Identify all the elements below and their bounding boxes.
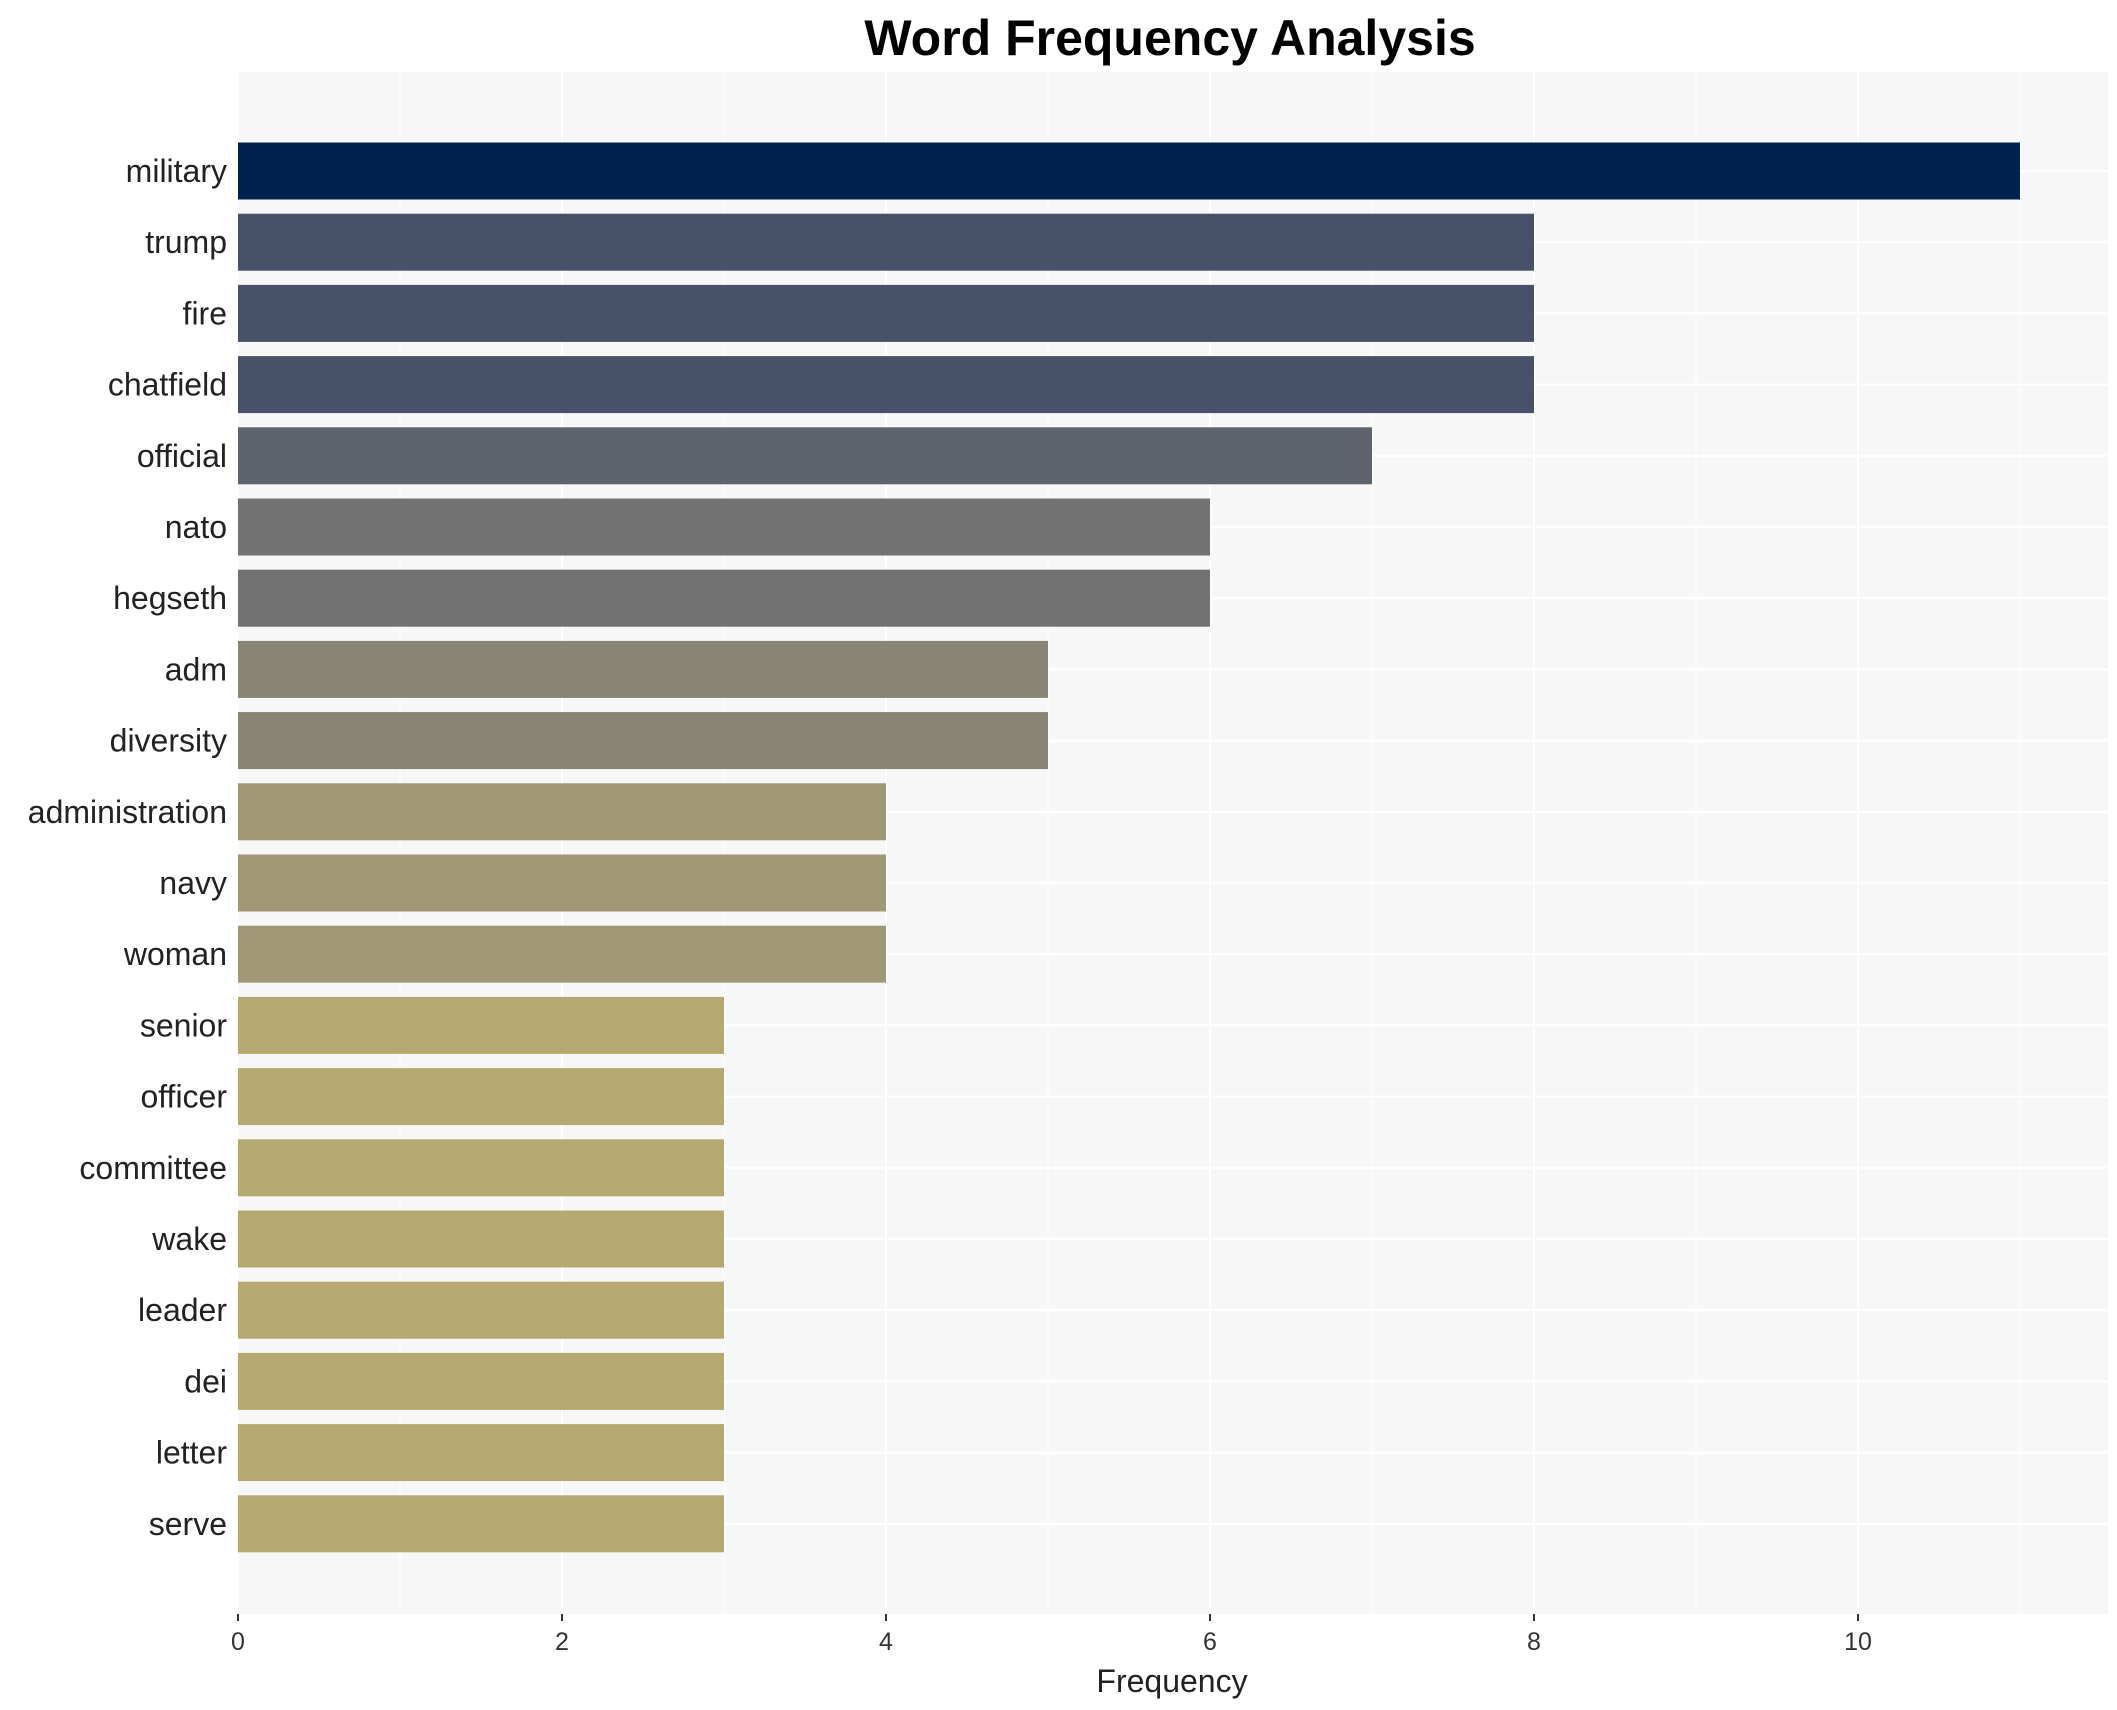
category-labels: military trump fire chatfield official nato he… [28,153,228,1542]
category-label-hegseth: hegseth [113,580,227,616]
x-axis-ticks: 0 2 4 6 8 10 [231,1614,1872,1656]
bar-trump [238,213,1534,271]
x-tick-label: 4 [879,1628,893,1656]
bar-fire [238,284,1534,342]
category-label-woman: woman [123,936,227,972]
bar-committee [238,1139,724,1197]
category-label-military: military [126,153,227,189]
category-label-leader: leader [138,1292,227,1328]
x-tick-label: 0 [231,1628,245,1656]
bar-serve [238,1495,724,1553]
bar-wake [238,1210,724,1268]
bar-diversity [238,712,1048,770]
bar-chatfield [238,356,1534,414]
chart-title: Word Frequency Analysis [864,10,1475,66]
bar-adm [238,640,1048,698]
category-label-committee: committee [79,1150,227,1186]
bar-administration [238,783,886,841]
bar-leader [238,1281,724,1339]
category-label-adm: adm [165,651,227,687]
x-tick-label: 6 [1203,1628,1217,1656]
category-label-dei: dei [184,1363,227,1399]
bar-military [238,142,2020,200]
category-label-wake: wake [151,1221,227,1257]
category-label-administration: administration [28,794,227,830]
x-axis-label: Frequency [1096,1663,1247,1699]
category-label-officer: officer [140,1079,227,1115]
category-label-fire: fire [183,295,227,331]
category-label-chatfield: chatfield [108,367,227,403]
x-tick-label: 2 [555,1628,569,1656]
category-label-serve: serve [149,1506,227,1542]
bar-letter [238,1424,724,1482]
category-label-letter: letter [156,1435,227,1471]
category-label-navy: navy [159,865,227,901]
bars [238,142,2020,1553]
bar-dei [238,1352,724,1410]
bar-senior [238,996,724,1054]
category-label-senior: senior [140,1007,228,1043]
category-label-official: official [137,438,227,474]
bar-nato [238,498,1210,556]
category-label-trump: trump [145,224,227,260]
bar-navy [238,854,886,912]
bar-hegseth [238,569,1210,627]
bar-official [238,427,1372,485]
x-tick-label: 10 [1844,1628,1872,1656]
category-label-diversity: diversity [110,723,227,759]
category-label-nato: nato [165,509,227,545]
bar-woman [238,925,886,983]
x-tick-label: 8 [1527,1628,1541,1656]
bar-officer [238,1068,724,1126]
